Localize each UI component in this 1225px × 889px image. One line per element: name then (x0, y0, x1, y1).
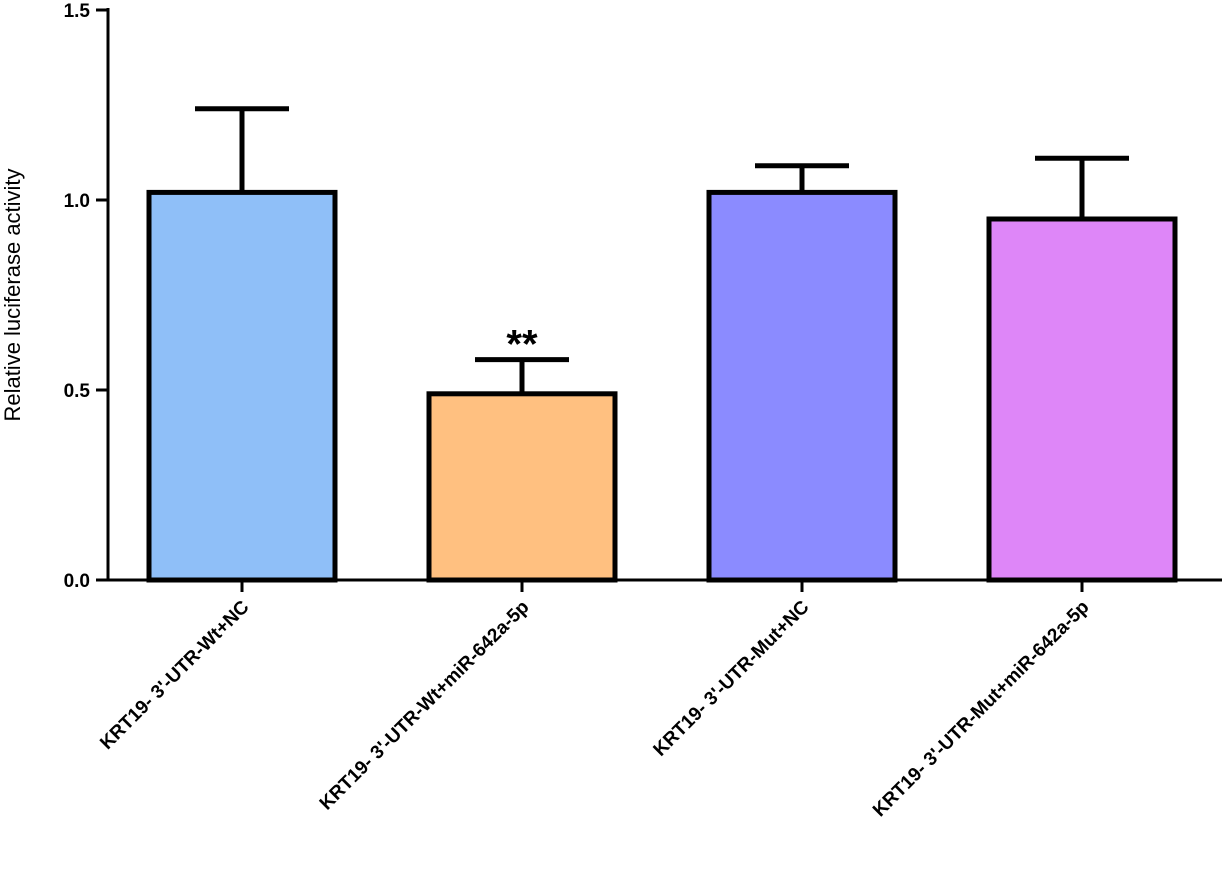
error-bars (195, 106, 1129, 394)
bars (146, 189, 1178, 583)
bar (986, 216, 1178, 583)
y-tick-label: 0.0 (64, 571, 90, 592)
x-category-label: KRT19- 3'-UTR-Wt+miR-642a-5p (316, 597, 534, 815)
significance-label: ** (506, 323, 538, 367)
y-axis-ticks: 0.0 0.5 1.0 1.5 (64, 1, 108, 592)
x-category-label: KRT19- 3'-UTR-Wt+NC (96, 596, 253, 753)
axes (106, 8, 1222, 592)
y-tick-label: 1.0 (64, 191, 90, 212)
bar (706, 189, 898, 583)
significance-annotations: ** (506, 323, 538, 367)
y-tick-label: 0.5 (64, 381, 91, 402)
bar (146, 189, 338, 583)
x-category-label: KRT19- 3'-UTR-Mut+miR-642a-5p (869, 597, 1093, 821)
x-axis-labels: KRT19- 3'-UTR-Wt+NC KRT19- 3'-UTR-Wt+miR-… (96, 596, 1093, 821)
bar (426, 391, 618, 583)
y-tick-label: 1.5 (64, 1, 91, 22)
y-axis-label: Relative luciferase activity (0, 168, 25, 421)
x-category-label: KRT19- 3'-UTR-Mut+NC (650, 596, 814, 760)
y-axis-label-group: Relative luciferase activity (0, 168, 25, 421)
